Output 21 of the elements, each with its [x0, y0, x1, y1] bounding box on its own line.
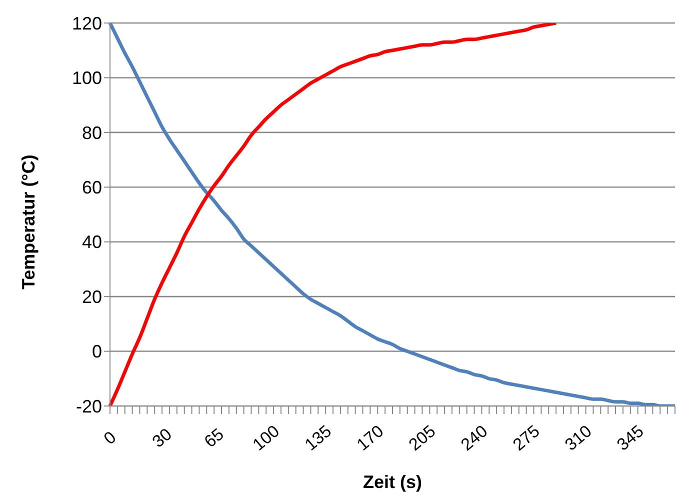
y-tick-label: -20 — [76, 396, 102, 416]
y-tick-label: 100 — [72, 68, 102, 88]
x-tick-label: 275 — [509, 422, 544, 454]
x-tick-label: 0 — [100, 428, 120, 448]
y-tick-label: 80 — [82, 122, 102, 143]
x-axis-title: Zeit (s) — [362, 472, 422, 492]
x-tick-label: 30 — [148, 424, 176, 452]
x-tick-label: 310 — [561, 422, 596, 454]
x-tick-label: 170 — [353, 422, 388, 454]
x-tick-label: 205 — [405, 422, 440, 454]
y-tick-label: 120 — [72, 13, 102, 34]
x-tick-label: 240 — [457, 422, 492, 454]
x-tick-label: 345 — [613, 422, 648, 454]
y-tick-label: 20 — [82, 286, 102, 307]
x-tick-label: 100 — [249, 422, 284, 454]
x-tick-label: 65 — [200, 424, 228, 452]
y-axis-title: Temperatur (°C) — [18, 154, 38, 290]
y-tick-label: 0 — [92, 342, 102, 362]
y-tick-label: 40 — [82, 232, 102, 252]
y-tick-label: 60 — [82, 178, 102, 198]
x-tick-label: 135 — [301, 422, 336, 454]
